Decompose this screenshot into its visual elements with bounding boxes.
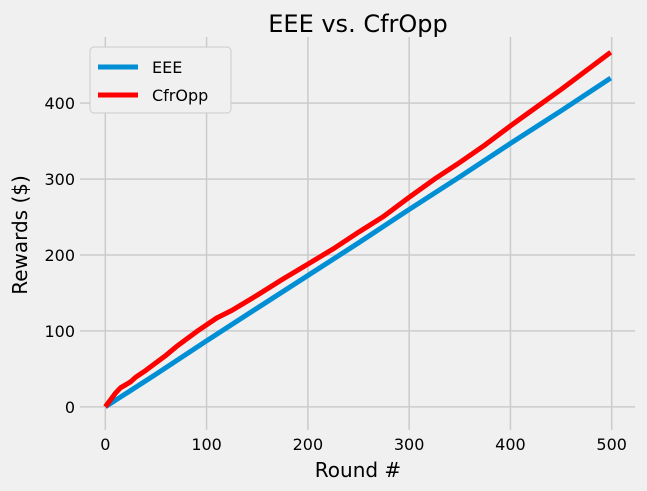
y-tick-label: 200 bbox=[44, 246, 75, 265]
x-tick-label: 0 bbox=[100, 435, 110, 454]
legend: EEE CfrOpp bbox=[89, 46, 232, 114]
x-tick-label: 500 bbox=[596, 435, 627, 454]
series-line-eee bbox=[103, 76, 613, 409]
x-tick-label: 100 bbox=[191, 435, 222, 454]
y-tick-label: 400 bbox=[44, 94, 75, 113]
x-tick-label: 300 bbox=[394, 435, 425, 454]
x-tick-label: 400 bbox=[495, 435, 526, 454]
plot-lines bbox=[103, 50, 613, 409]
series-line-cfropp bbox=[103, 50, 613, 409]
chart-title: EEE vs. CfrOpp bbox=[268, 10, 448, 38]
y-axis-label: Rewards ($) bbox=[8, 175, 32, 295]
y-tick-label: 300 bbox=[44, 170, 75, 189]
y-tick-label: 100 bbox=[44, 322, 75, 341]
x-tick-label: 200 bbox=[293, 435, 324, 454]
y-tick-label: 0 bbox=[65, 398, 75, 417]
legend-label-eee: EEE bbox=[152, 58, 182, 77]
tick-labels: 0 100 200 300 400 500 0 100 200 300 400 bbox=[44, 94, 627, 454]
x-axis-label: Round # bbox=[315, 458, 401, 482]
legend-label-cfropp: CfrOpp bbox=[152, 86, 208, 105]
